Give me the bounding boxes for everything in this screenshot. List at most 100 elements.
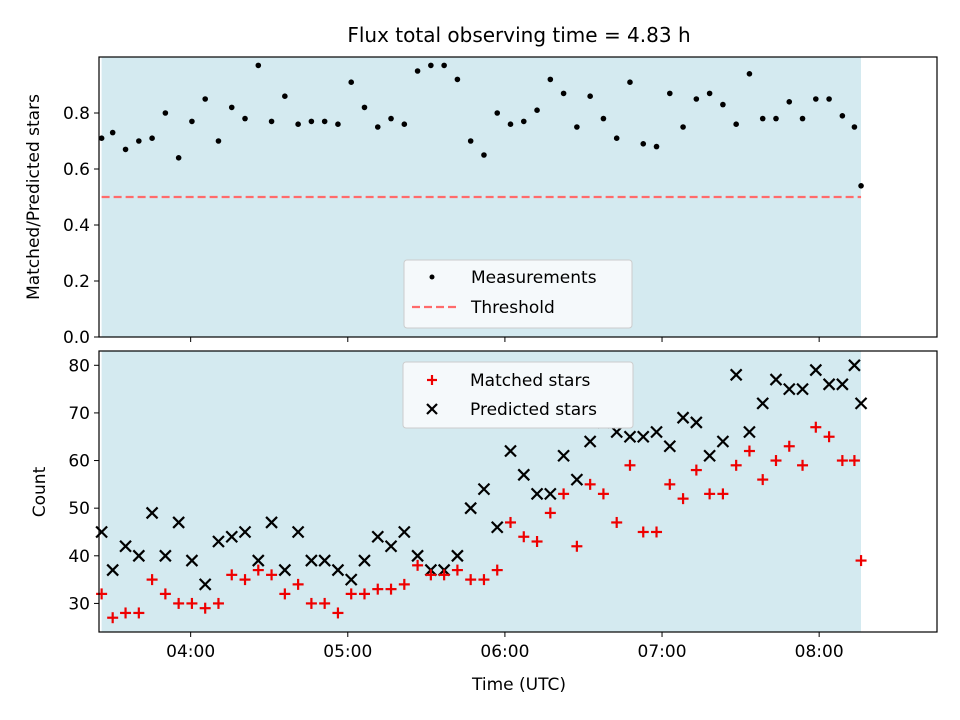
matched-star-point bbox=[677, 493, 689, 505]
measurement-point bbox=[228, 104, 235, 111]
legend-matched-marker bbox=[427, 375, 437, 385]
matched-star-point bbox=[372, 583, 384, 595]
predicted-star-point bbox=[132, 549, 146, 563]
predicted-star-point bbox=[119, 539, 132, 553]
top-legend-box bbox=[403, 259, 633, 329]
predicted-star-point bbox=[371, 530, 385, 544]
measurement-point bbox=[414, 68, 421, 74]
predicted-star-point bbox=[464, 501, 477, 515]
measurement-point bbox=[295, 121, 301, 127]
top-panel: 0.00.20.40.60.8 Matched/Predicted stars … bbox=[24, 56, 938, 348]
measurement-point bbox=[149, 135, 155, 141]
measurement-point bbox=[428, 62, 434, 69]
bottom-y-tick-label: 80 bbox=[68, 356, 90, 376]
matched-star-point bbox=[305, 597, 317, 609]
predicted-star-point bbox=[530, 487, 544, 501]
measurement-point bbox=[587, 93, 593, 99]
predicted-star-point bbox=[848, 359, 861, 372]
matched-star-point bbox=[239, 574, 251, 586]
predicted-star-point bbox=[650, 425, 663, 439]
matched-star-point bbox=[797, 459, 809, 471]
measurement-point bbox=[242, 115, 248, 122]
matched-star-point bbox=[226, 569, 238, 581]
measurement-point bbox=[799, 115, 806, 122]
legend-predicted-marker bbox=[426, 403, 438, 415]
predicted-star-point bbox=[769, 373, 783, 386]
predicted-star-point bbox=[477, 482, 491, 496]
matched-star-point bbox=[836, 455, 848, 467]
measurement-point bbox=[733, 121, 739, 127]
predicted-star-point bbox=[676, 411, 690, 424]
measurement-point bbox=[759, 115, 766, 122]
matched-star-point bbox=[571, 540, 583, 552]
top-y-axis-label: Matched/Predicted stars bbox=[24, 94, 44, 300]
legend-measurements-label: Measurements bbox=[471, 268, 597, 288]
predicted-star-point bbox=[185, 554, 199, 567]
x-tick-label: 08:00 bbox=[795, 642, 844, 662]
x-tick-label: 06:00 bbox=[480, 642, 529, 662]
matched-star-point bbox=[624, 459, 636, 471]
matched-star-point bbox=[717, 488, 729, 500]
matched-star-point bbox=[531, 536, 543, 548]
predicted-star-point bbox=[570, 473, 584, 486]
predicted-star-point bbox=[278, 563, 292, 577]
measurement-point bbox=[520, 118, 527, 125]
measurement-point bbox=[189, 118, 195, 125]
x-tick-label: 04:00 bbox=[166, 642, 215, 662]
matched-star-point bbox=[505, 516, 517, 528]
predicted-star-point bbox=[252, 554, 265, 567]
measurement-point bbox=[441, 62, 447, 69]
predicted-star-point bbox=[822, 378, 836, 391]
predicted-star-point bbox=[198, 578, 212, 591]
predicted-star-point bbox=[743, 425, 756, 439]
bottom-y-tick-label: 30 bbox=[68, 594, 90, 614]
predicted-star-point bbox=[305, 554, 318, 567]
x-tick-label: 07:00 bbox=[638, 642, 687, 662]
measurement-point bbox=[255, 62, 262, 69]
legend-matched-label: Matched stars bbox=[470, 371, 590, 391]
matched-star-point bbox=[412, 559, 424, 571]
matched-star-point bbox=[783, 440, 795, 452]
top-y-tick-label: 0.4 bbox=[63, 216, 90, 236]
predicted-star-point bbox=[623, 430, 637, 444]
measurement-point bbox=[640, 141, 647, 147]
predicted-star-point bbox=[95, 525, 108, 539]
predicted-star-point bbox=[384, 539, 398, 553]
matched-star-point bbox=[133, 607, 145, 619]
predicted-star-point bbox=[225, 530, 239, 544]
matched-star-point bbox=[266, 569, 278, 581]
matched-star-point bbox=[212, 597, 224, 609]
measurement-point bbox=[202, 96, 208, 102]
measurement-point bbox=[282, 93, 288, 99]
bottom-y-ticks: 30 40 50 60 70 80 bbox=[68, 356, 99, 614]
matched-star-point bbox=[96, 588, 108, 600]
measurement-point bbox=[680, 124, 686, 130]
predicted-star-point bbox=[796, 382, 809, 396]
predicted-star-point bbox=[331, 563, 345, 577]
predicted-star-point bbox=[344, 573, 358, 586]
matched-star-point bbox=[823, 431, 835, 443]
measurement-point bbox=[454, 76, 461, 83]
bottom-y-tick-label: 40 bbox=[68, 547, 90, 567]
predicted-star-point bbox=[557, 449, 570, 463]
measurement-point bbox=[858, 183, 864, 189]
predicted-star-point bbox=[836, 378, 849, 391]
predicted-star-point bbox=[517, 468, 531, 482]
matched-star-point bbox=[332, 607, 344, 619]
measurement-point bbox=[215, 138, 222, 144]
matched-star-point bbox=[704, 488, 716, 500]
matched-star-point bbox=[730, 459, 742, 471]
predicted-star-point bbox=[636, 430, 650, 444]
matched-star-point bbox=[279, 588, 291, 600]
predicted-star-point bbox=[809, 363, 823, 377]
predicted-star-point bbox=[663, 439, 677, 453]
matched-star-point bbox=[848, 455, 860, 467]
predicted-star-point bbox=[318, 554, 331, 567]
matched-star-point bbox=[385, 583, 397, 595]
x-axis-label: Time (UTC) bbox=[471, 675, 566, 695]
top-marks bbox=[98, 62, 864, 199]
top-y-tick-label: 0.6 bbox=[63, 160, 90, 180]
measurement-point bbox=[335, 121, 341, 127]
measurement-point bbox=[494, 110, 501, 116]
